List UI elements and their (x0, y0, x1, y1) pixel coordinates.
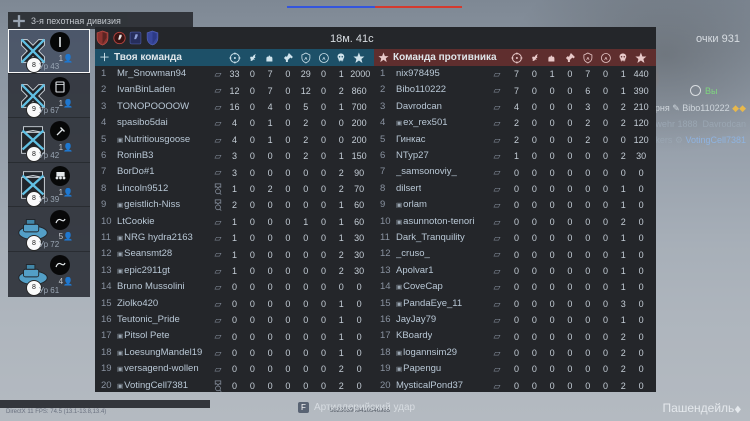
svg-text:A: A (304, 56, 308, 61)
svg-text:A: A (604, 56, 608, 61)
svg-text:A: A (586, 56, 590, 61)
svg-text:A: A (322, 56, 326, 61)
